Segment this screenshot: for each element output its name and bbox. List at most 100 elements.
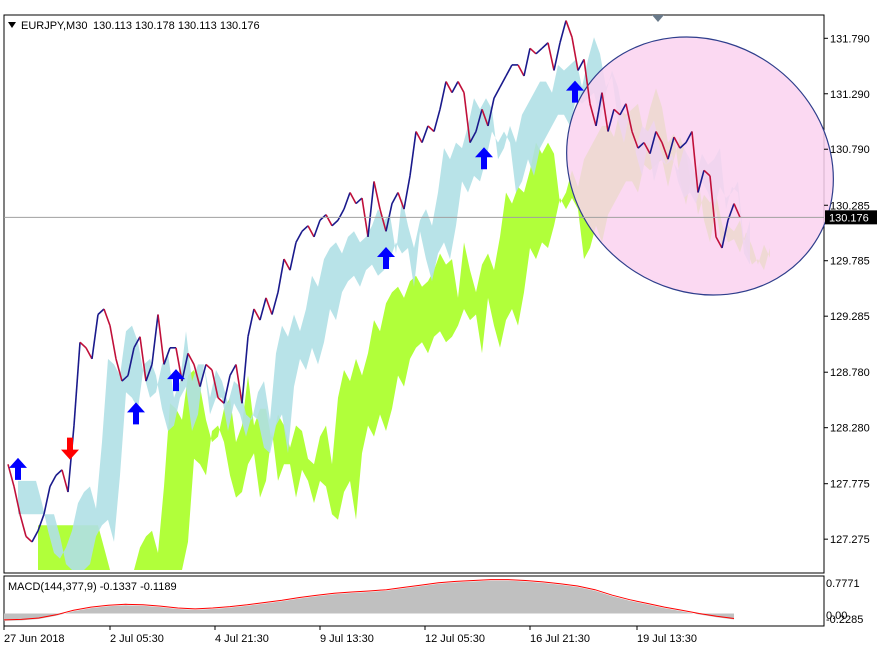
buy-arrow-icon: [566, 80, 584, 103]
price-segment: [469, 131, 477, 143]
price-segment: [685, 131, 693, 143]
y-tick-label: 128.780: [830, 367, 870, 379]
price-segment: [613, 108, 621, 116]
highlight-ellipse: [566, 36, 834, 296]
buy-arrow-icon: [9, 457, 27, 480]
macd-axis-top: 0.7771: [826, 578, 860, 590]
price-segment: [619, 103, 627, 116]
price-segment: [439, 81, 447, 110]
x-tick-label: 27 Jun 2018: [4, 633, 65, 645]
price-segment: [157, 314, 165, 365]
price-segment: [229, 364, 237, 376]
x-tick-label: 16 Jul 21:30: [530, 633, 590, 645]
price-segment: [661, 142, 669, 160]
price-segment: [103, 308, 111, 326]
price-segment: [91, 314, 99, 360]
price-segment: [499, 75, 507, 88]
price-segment: [97, 308, 105, 316]
price-segment: [679, 141, 687, 149]
price-segment: [133, 336, 141, 349]
price-segment: [61, 469, 69, 493]
price-segment: [163, 347, 171, 365]
y-tick-label: 131.790: [830, 33, 870, 45]
y-tick-label: 127.275: [830, 534, 870, 546]
price-segment: [529, 47, 537, 55]
price-segment: [235, 364, 243, 404]
y-axis: 127.275 127.775 128.280 128.780 129.285 129.7…: [824, 33, 870, 546]
price-segment: [151, 314, 159, 365]
buy-arrow-icon: [475, 147, 493, 170]
price-segment: [673, 136, 681, 149]
price-segment: [583, 59, 591, 104]
price-segment: [523, 48, 531, 77]
price-segment: [373, 181, 381, 210]
x-tick-label: 12 Jul 05:30: [425, 633, 485, 645]
price-segment: [547, 42, 555, 71]
current-price-label: 130.176: [829, 212, 869, 224]
current-price-box: [825, 210, 877, 225]
signal-arrows: [9, 80, 584, 480]
price-segment: [109, 325, 117, 360]
price-segment: [535, 47, 543, 55]
price-segment: [277, 258, 285, 293]
price-segment: [55, 469, 63, 476]
x-tick-label: 9 Jul 13:30: [320, 633, 374, 645]
price-segment: [403, 175, 411, 210]
price-segment: [397, 192, 405, 210]
price-segment: [481, 109, 489, 127]
price-segment: [193, 364, 201, 387]
x-tick-label: 2 Jul 05:30: [110, 633, 164, 645]
price-segment: [13, 486, 21, 515]
macd-axis-zero: 0.00: [826, 610, 847, 622]
y-tick-label: 128.280: [830, 423, 870, 435]
price-segment: [559, 20, 567, 43]
y-tick-label: 130.285: [830, 200, 870, 212]
price-segment: [181, 353, 189, 382]
macd-axis-bottom: -0.2285: [826, 614, 863, 626]
price-segment: [49, 474, 57, 487]
price-segment: [199, 364, 207, 387]
price-series: [7, 20, 741, 543]
y-tick-label: 130.790: [830, 144, 870, 156]
y-tick-label: 129.285: [830, 311, 870, 323]
price-segment: [595, 92, 603, 127]
buy-arrow-icon: [127, 402, 145, 425]
price-segment: [85, 347, 93, 360]
price-segment: [445, 81, 453, 94]
x-tick-label: 4 Jul 21:30: [215, 633, 269, 645]
price-segment: [433, 109, 441, 132]
price-segment: [217, 397, 225, 404]
price-segment: [265, 297, 273, 315]
macd-indicator: [3, 579, 735, 621]
price-segment: [565, 20, 573, 38]
dropdown-triangle-icon[interactable]: [8, 22, 16, 28]
price-segment: [457, 81, 465, 94]
price-segment: [355, 197, 363, 205]
price-segment: [349, 192, 357, 204]
price-segment: [505, 64, 513, 77]
price-segment: [247, 308, 255, 337]
price-segment: [643, 142, 651, 155]
price-segment: [37, 513, 45, 532]
price-segment: [691, 131, 699, 193]
price-segment: [205, 363, 213, 371]
price-segment: [283, 258, 291, 271]
buy-arrow-icon: [167, 369, 185, 392]
price-segment: [301, 225, 309, 232]
macd-label: MACD(144,377,9) -0.1337 -0.1189: [8, 581, 177, 593]
price-segment: [733, 203, 741, 218]
price-segment: [7, 464, 15, 487]
price-segment: [43, 486, 51, 515]
buy-arrow-icon: [377, 247, 395, 270]
price-segment: [487, 98, 495, 127]
price-segment: [667, 136, 675, 160]
shift-marker-icon[interactable]: [652, 15, 664, 22]
price-segment: [31, 530, 39, 543]
macd-signal-line: [3, 579, 735, 621]
price-segment: [427, 125, 435, 133]
price-segment: [115, 358, 123, 382]
price-segment: [589, 103, 597, 127]
cloud-bearish-band: [18, 37, 750, 570]
